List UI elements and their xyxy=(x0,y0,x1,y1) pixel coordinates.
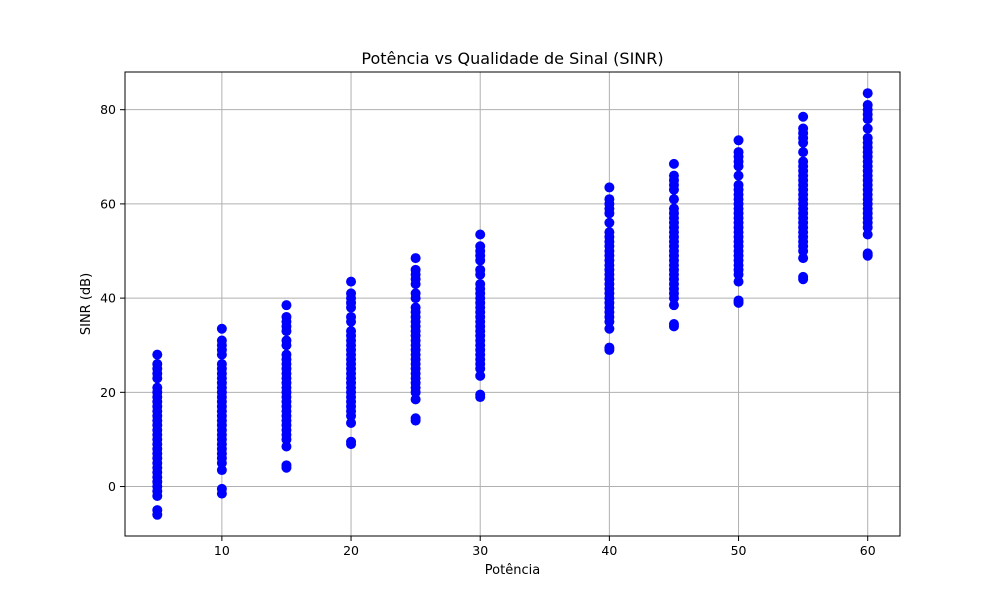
scatter-point xyxy=(346,288,357,299)
scatter-point xyxy=(733,147,744,158)
scatter-point xyxy=(410,264,421,275)
scatter-point xyxy=(281,460,292,471)
scatter-point xyxy=(410,288,421,299)
scatter-point xyxy=(346,326,357,337)
scatter-point xyxy=(733,135,744,146)
scatter-point xyxy=(668,158,679,169)
scatter-point xyxy=(410,253,421,264)
scatter-point xyxy=(216,483,227,494)
scatter-point xyxy=(281,441,292,452)
scatter-point xyxy=(798,111,809,122)
scatter-point xyxy=(604,342,615,353)
scatter-point xyxy=(152,359,163,370)
scatter-point xyxy=(798,147,809,158)
scatter-point xyxy=(475,389,486,400)
scatter-point xyxy=(346,417,357,428)
scatter-point xyxy=(733,180,744,191)
scatter-point xyxy=(668,203,679,214)
scatter-point xyxy=(733,276,744,287)
x-tick-label: 60 xyxy=(860,543,876,558)
scatter-point xyxy=(281,349,292,360)
scatter-point xyxy=(475,241,486,252)
scatter-point xyxy=(668,194,679,205)
y-tick-label: 60 xyxy=(100,196,116,211)
scatter-point xyxy=(475,229,486,240)
data-points xyxy=(152,88,873,520)
scatter-point xyxy=(152,505,163,516)
scatter-point xyxy=(475,370,486,381)
scatter-point xyxy=(475,278,486,289)
scatter-point xyxy=(798,253,809,264)
scatter-point xyxy=(798,123,809,134)
scatter-point xyxy=(475,264,486,275)
y-tick-label: 80 xyxy=(100,102,116,117)
scatter-point xyxy=(668,300,679,311)
scatter-point xyxy=(733,170,744,181)
scatter-point xyxy=(604,182,615,193)
scatter-point xyxy=(152,382,163,393)
scatter-point xyxy=(604,194,615,205)
scatter-point xyxy=(346,311,357,322)
scatter-point xyxy=(862,88,873,99)
y-tick-label: 20 xyxy=(100,385,116,400)
scatter-point xyxy=(216,465,227,476)
scatter-point xyxy=(281,335,292,346)
scatter-point xyxy=(862,229,873,240)
scatter-point xyxy=(798,271,809,282)
scatter-point xyxy=(410,413,421,424)
x-tick-label: 10 xyxy=(214,543,230,558)
scatter-point xyxy=(152,349,163,360)
scatter-point xyxy=(410,302,421,313)
scatter-point xyxy=(862,99,873,110)
x-tick-label: 40 xyxy=(601,543,617,558)
scatter-point xyxy=(604,227,615,238)
scatter-point xyxy=(216,359,227,370)
x-axis-label: Potência xyxy=(485,563,540,578)
chart-title: Potência vs Qualidade de Sinal (SINR) xyxy=(361,49,663,68)
scatter-point xyxy=(216,323,227,334)
x-tick-label: 30 xyxy=(472,543,488,558)
scatter-point xyxy=(346,276,357,287)
scatter-point xyxy=(862,132,873,143)
y-axis-label: SINR (dB) xyxy=(79,273,94,335)
scatter-point xyxy=(733,295,744,306)
scatter-point xyxy=(798,156,809,167)
scatter-point xyxy=(862,123,873,134)
x-tick-label: 20 xyxy=(343,543,359,558)
y-tick-label: 40 xyxy=(100,291,116,306)
scatter-point xyxy=(668,170,679,181)
scatter-point xyxy=(604,217,615,228)
scatter-point xyxy=(281,311,292,322)
scatter-point xyxy=(216,335,227,346)
plot-frame xyxy=(124,71,901,537)
y-tick-label: 0 xyxy=(108,479,116,494)
x-tick-label: 50 xyxy=(731,543,747,558)
scatter-point xyxy=(346,436,357,447)
scatter-point xyxy=(410,394,421,405)
axis-ticks: 10 20 30 40 50 60 0 20 40 60 80 xyxy=(100,102,876,558)
scatter-point xyxy=(604,323,615,334)
scatter-point xyxy=(668,319,679,330)
scatter-point xyxy=(281,300,292,311)
scatter-point xyxy=(862,248,873,259)
